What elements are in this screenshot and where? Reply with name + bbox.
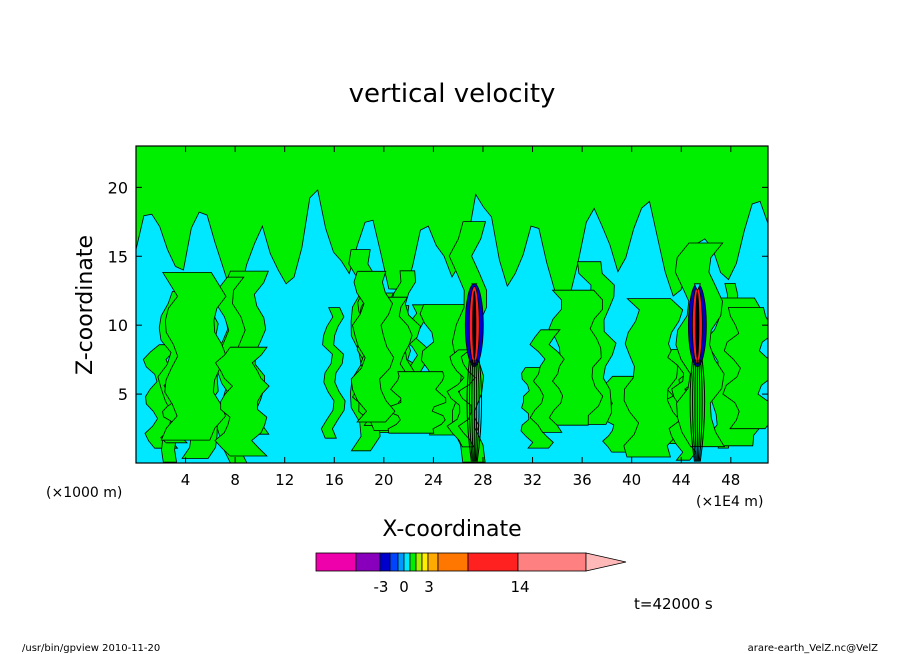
colorbar-segment	[409, 552, 417, 572]
contour-streak	[722, 307, 768, 430]
colorbar: -3 0 3 14	[315, 552, 627, 596]
y-tick-label: 10	[108, 316, 128, 335]
colorbar-segment	[427, 552, 439, 572]
x-unit-left: (×1000 m)	[46, 485, 122, 501]
x-tick-label: 40	[622, 471, 641, 489]
time-label: t=42000 s	[634, 595, 713, 613]
contour-streak	[160, 272, 227, 441]
core-contours	[472, 290, 477, 360]
core-contours	[695, 290, 700, 360]
colorbar-segment	[437, 552, 469, 572]
y-tick-label: 15	[108, 247, 128, 266]
positive-contour-region	[136, 146, 768, 463]
column-contour-line	[474, 359, 478, 462]
colorbar-segment	[379, 552, 391, 572]
contour-streak	[623, 298, 684, 458]
contour-streak	[214, 346, 270, 457]
y-tick-label: 5	[118, 385, 128, 404]
colorbar-arrow	[585, 552, 627, 572]
chart-title: vertical velocity	[349, 79, 556, 109]
colorbar-tick-label: 14	[510, 578, 529, 596]
column-contour-line	[468, 359, 473, 462]
x-tick-label: 16	[325, 471, 344, 489]
colorbar-segment	[315, 552, 357, 572]
colorbar-segment	[517, 552, 587, 572]
footer-left: /usr/bin/gpview 2010-11-20	[22, 643, 160, 654]
colorbar-segment	[389, 552, 399, 572]
contour-streak	[350, 270, 396, 423]
column-contour-line	[471, 359, 474, 462]
column-contour-line	[476, 359, 483, 462]
y-axis-ticks: 5 10 15 20	[108, 178, 768, 404]
contour-streak	[320, 307, 346, 439]
footer-right: arare-earth_VelZ.nc@VelZ	[748, 643, 879, 654]
colorbar-tick-label: 3	[424, 578, 434, 596]
x-axis-label: X-coordinate	[382, 517, 521, 542]
colorbar-segment	[355, 552, 381, 572]
x-tick-label: 12	[275, 471, 294, 489]
updraft-column	[464, 283, 484, 462]
colorbar-tick-label: 0	[399, 578, 409, 596]
x-tick-label: 24	[424, 471, 443, 489]
contour-streak	[529, 329, 565, 433]
x-tick-label: 20	[374, 471, 393, 489]
column-contour-line	[689, 359, 695, 462]
colorbar-segment	[421, 552, 429, 572]
colorbar-tick-label: -3	[374, 578, 389, 596]
x-tick-label: 8	[230, 471, 240, 489]
column-contour-line	[466, 359, 472, 462]
plot-area	[136, 146, 768, 463]
colorbar-segment	[467, 552, 519, 572]
column-contour-line	[694, 359, 697, 462]
x-unit-right: (×1E4 m)	[696, 494, 763, 510]
colorbar-segment	[415, 552, 423, 572]
y-tick-label: 20	[108, 178, 128, 197]
x-tick-label: 4	[181, 471, 191, 489]
updraft-columns	[464, 283, 707, 462]
updraft-column	[687, 283, 707, 462]
plot-frame	[135, 145, 769, 464]
column-contour-line	[697, 359, 701, 462]
x-tick-label: 32	[523, 471, 542, 489]
column-contour-line	[475, 359, 480, 462]
x-tick-label: 48	[721, 471, 740, 489]
x-tick-label: 44	[672, 471, 691, 489]
column-top	[693, 283, 701, 292]
column-contour-line	[699, 359, 706, 462]
colorbar-segment	[403, 552, 411, 572]
x-tick-label: 28	[473, 471, 492, 489]
x-axis-ticks: 4 8 12 16 20 24 28 32 36 40 44 48	[181, 146, 740, 489]
y-axis-label: Z-coordinate	[73, 235, 98, 375]
column-contour-line	[692, 359, 696, 462]
x-tick-label: 36	[573, 471, 592, 489]
colorbar-segment	[397, 552, 405, 572]
column-contour-line	[698, 359, 703, 462]
